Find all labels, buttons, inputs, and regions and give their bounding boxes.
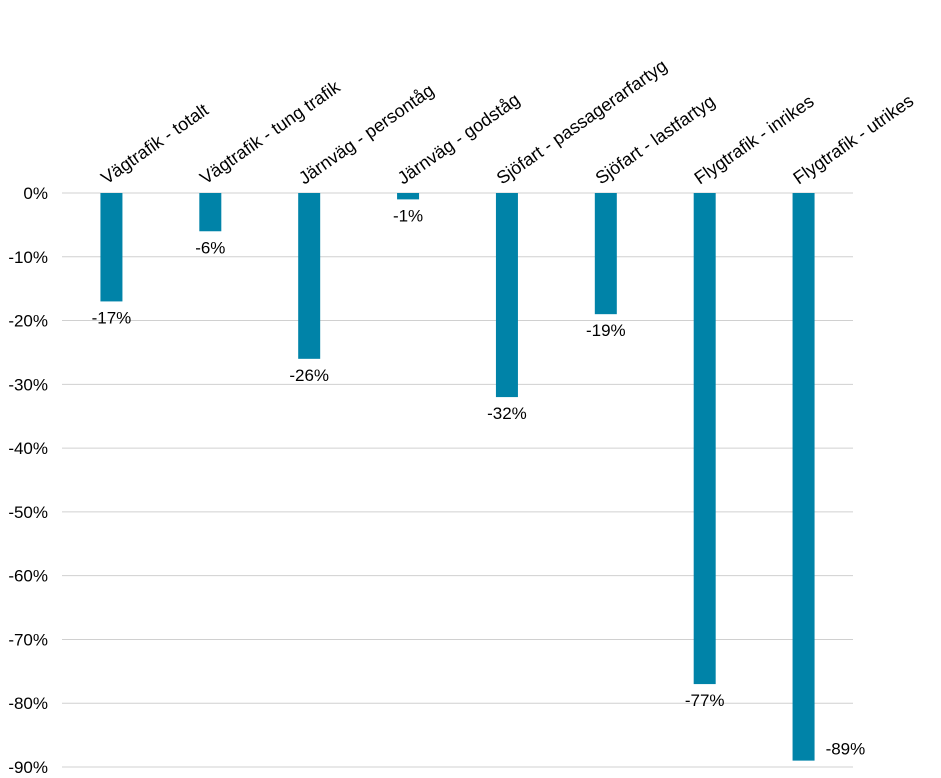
data-label: -6% — [195, 238, 225, 257]
y-tick-label: 0% — [23, 184, 48, 203]
y-axis-tick-labels: 0% -10% -20% -30% -40% -50% -60% -70% -80% -90% — [8, 184, 48, 777]
bar — [100, 193, 123, 302]
data-label: -77% — [685, 691, 725, 710]
data-label: -1% — [393, 206, 423, 225]
data-labels: -17% -6% -26% -1% -32% -19% -77% -89% — [92, 206, 866, 758]
gridlines — [62, 192, 853, 768]
y-tick-label: -70% — [8, 630, 48, 649]
y-tick-label: -30% — [8, 375, 48, 394]
data-label: -19% — [586, 321, 626, 340]
data-label: -89% — [826, 740, 866, 759]
bar — [199, 193, 222, 232]
data-label: -32% — [487, 404, 527, 423]
bar — [397, 193, 420, 200]
bar — [693, 193, 716, 685]
y-tick-label: -50% — [8, 503, 48, 522]
y-tick-label: -40% — [8, 439, 48, 458]
category-label: Vägtrafik - totalt — [97, 100, 212, 189]
y-tick-label: -10% — [8, 248, 48, 267]
bar — [298, 193, 321, 359]
bar — [495, 193, 518, 398]
data-label: -17% — [92, 308, 132, 327]
data-label: -26% — [289, 366, 329, 385]
bar — [594, 193, 617, 315]
category-label: Sjöfart - passagerarfartyg — [493, 55, 671, 188]
y-tick-label: -60% — [8, 567, 48, 586]
bar — [792, 193, 815, 761]
y-tick-label: -20% — [8, 312, 48, 331]
bars — [100, 193, 815, 761]
y-tick-label: -80% — [8, 694, 48, 713]
y-tick-label: -90% — [8, 758, 48, 777]
